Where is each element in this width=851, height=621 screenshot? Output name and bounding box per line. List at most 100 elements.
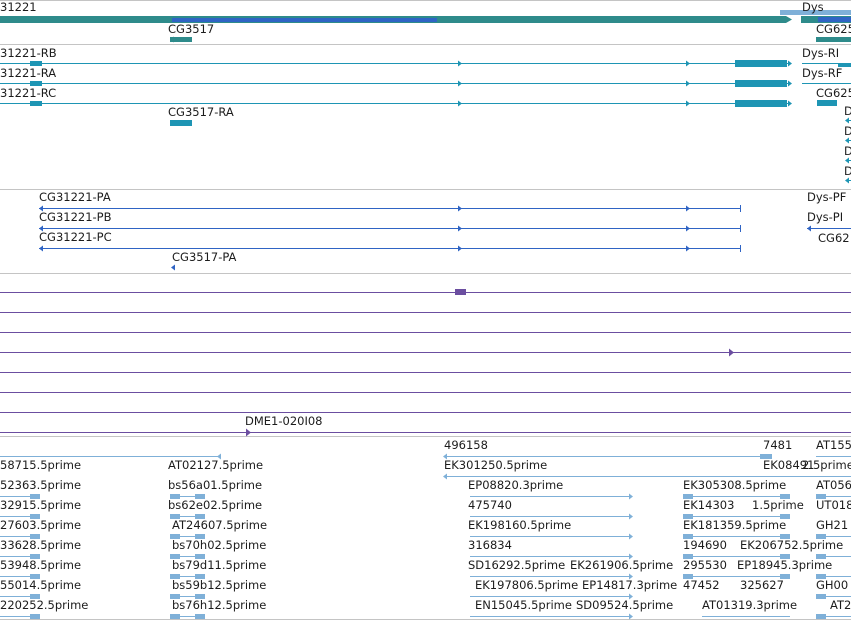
transcript-label[interactable]: D <box>844 164 851 178</box>
est-label[interactable]: 295530 <box>683 558 727 572</box>
est-label[interactable]: AT24607.5prime <box>172 518 268 532</box>
est-label[interactable]: 220252.5prime <box>0 598 89 612</box>
feature-block <box>30 494 40 499</box>
strand-arrow <box>458 225 462 232</box>
est-label[interactable]: AT01319.3prime <box>702 598 798 612</box>
est-label[interactable]: EK261906.5prime <box>570 558 674 572</box>
feature-block <box>816 614 826 619</box>
protein-label[interactable]: CG31221-PA <box>39 190 111 204</box>
est-label[interactable]: AT155 <box>816 438 851 452</box>
feature-block <box>170 534 180 539</box>
strand-arrow <box>629 613 633 620</box>
feature-block <box>170 574 180 579</box>
transcript-label[interactable]: 31221-RC <box>0 86 57 100</box>
est-label[interactable]: bs70h02.5prime <box>172 538 267 552</box>
est-label[interactable]: 33628.5prime <box>0 538 82 552</box>
est-label[interactable]: 27603.5prime <box>0 518 82 532</box>
transcript-label[interactable]: D <box>844 144 851 158</box>
est-block <box>760 454 772 459</box>
strand-arrow <box>788 80 792 87</box>
est-label[interactable]: 58715.5prime <box>0 458 82 472</box>
est-label[interactable]: EK181359.5prime <box>683 518 787 532</box>
feature-block <box>195 534 205 539</box>
est-label[interactable]: GH00 <box>816 578 849 592</box>
transcript-label[interactable]: D <box>844 104 851 118</box>
gene-label[interactable]: Dys <box>802 0 824 14</box>
est-label[interactable]: EK197806.5prime <box>475 578 579 592</box>
feature-block <box>780 554 790 559</box>
est-label[interactable]: bs76h12.5prime <box>172 598 267 612</box>
est-label[interactable]: EK301250.5prime <box>444 458 548 472</box>
est-label[interactable]: 475740 <box>468 498 512 512</box>
est-label[interactable]: SD09524.5prime <box>576 598 674 612</box>
feature-block <box>683 494 693 499</box>
est-label[interactable]: 496158 <box>444 438 488 452</box>
strand-arrow <box>458 205 462 212</box>
est-label[interactable]: 325627 <box>740 578 784 592</box>
est-label[interactable]: EK305308.5prime <box>683 478 787 492</box>
strand-arrow <box>629 573 633 580</box>
strand-arrow <box>786 16 792 23</box>
feature-block <box>195 594 205 599</box>
transcript-label[interactable]: CG3517-RA <box>168 105 234 119</box>
feature-block <box>683 514 693 519</box>
est-label[interactable]: UT018 <box>816 498 851 512</box>
est-label[interactable]: 55014.5prime <box>0 578 82 592</box>
gene-label[interactable]: CG625 <box>816 22 851 36</box>
strand-arrow <box>458 100 462 107</box>
transcript-label[interactable]: Dys-RF <box>802 66 843 80</box>
est-label[interactable]: bs62e02.5prime <box>168 498 263 512</box>
est-label[interactable]: bs59b12.5prime <box>172 578 267 592</box>
protein-label[interactable]: CG31221-PB <box>39 210 112 224</box>
est-label[interactable]: 194690 <box>683 538 727 552</box>
feature-block <box>30 534 40 539</box>
est-label[interactable]: EK198160.5prime <box>468 518 572 532</box>
est-label[interactable]: 32915.5prime <box>0 498 82 512</box>
est-label[interactable]: EP14817.3prime <box>582 578 678 592</box>
clone-label[interactable]: DME1-020I08 <box>245 414 323 428</box>
est-label[interactable]: EK206752.5prime <box>740 538 844 552</box>
feature-block <box>30 554 40 559</box>
est-label[interactable]: AT056 <box>816 478 851 492</box>
feature-block <box>170 594 180 599</box>
protein-label[interactable]: Dys-PI <box>807 210 844 224</box>
protein-label[interactable]: Dys-PF <box>807 190 847 204</box>
transcript-label[interactable]: 31221-RB <box>0 46 57 60</box>
transcript-label[interactable]: D <box>844 124 851 138</box>
est-label[interactable]: 2.5prime <box>802 458 851 472</box>
est-label[interactable]: bs79d11.5prime <box>172 558 267 572</box>
est-label[interactable]: EK08491 <box>763 458 815 472</box>
transcript-exon <box>170 120 192 126</box>
transcript-exon <box>838 63 851 67</box>
strand-arrow <box>686 60 690 67</box>
est-label[interactable]: 7481 <box>763 438 793 452</box>
transcript-label[interactable]: Dys-RI <box>802 46 840 60</box>
est-label[interactable]: AT2 <box>830 598 851 612</box>
protein-label[interactable]: CG31221-PC <box>39 230 112 244</box>
strand-arrow <box>39 205 43 212</box>
gene-label[interactable]: CG3517 <box>168 22 215 36</box>
est-label[interactable]: SD16292.5prime <box>468 558 566 572</box>
feature-block <box>30 594 40 599</box>
est-label[interactable]: EP08820.3prime <box>468 478 564 492</box>
est-label[interactable]: EP18945.3prime <box>737 558 833 572</box>
feature-block <box>170 514 180 519</box>
transcript-label[interactable]: CG625 <box>816 86 851 100</box>
est-label[interactable]: 316834 <box>468 538 512 552</box>
feature-block <box>170 614 180 619</box>
est-label[interactable]: EN15045.5prime <box>475 598 572 612</box>
est-label[interactable]: GH21 <box>816 518 849 532</box>
strand-arrow <box>443 473 447 480</box>
est-label[interactable]: AT02127.5prime <box>168 458 264 472</box>
transcript-label[interactable]: 31221-RA <box>0 66 57 80</box>
protein-label[interactable]: CG3517-PA <box>172 250 237 264</box>
protein-label[interactable]: CG62 <box>818 231 850 245</box>
est-label[interactable]: 47452 <box>683 578 720 592</box>
est-label[interactable]: bs56a01.5prime <box>168 478 263 492</box>
est-label[interactable]: 1.5prime <box>752 498 804 512</box>
est-label[interactable]: 53948.5prime <box>0 558 82 572</box>
gene-label[interactable]: 31221 <box>0 0 37 14</box>
est-label[interactable]: 52363.5prime <box>0 478 82 492</box>
clone-block <box>455 289 466 295</box>
est-label[interactable]: EK14303 <box>683 498 735 512</box>
